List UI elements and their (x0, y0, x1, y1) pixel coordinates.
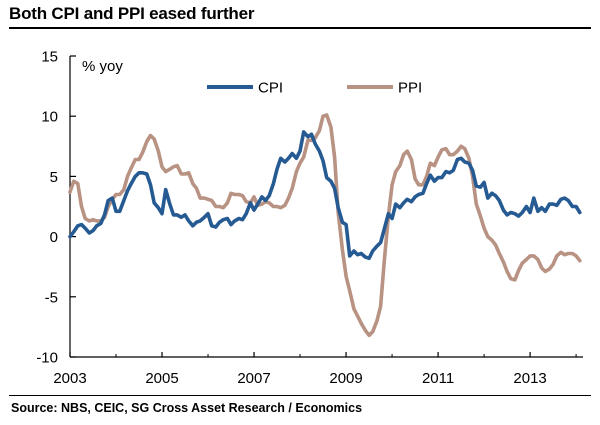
y-tick-label: 10 (41, 109, 58, 126)
x-tick-label: 2003 (53, 370, 86, 387)
x-tick-label: 2013 (513, 370, 546, 387)
ppi-series-line (68, 113, 582, 338)
chart-legend: CPI PPI (207, 80, 422, 97)
x-tick-label: 2011 (422, 370, 454, 387)
x-tick-label: 2007 (237, 370, 270, 387)
y-tick-label: 15 (41, 49, 58, 66)
chart-series (68, 113, 582, 338)
cpi-legend-label: CPI (258, 80, 283, 97)
cpi-series-line (68, 130, 582, 261)
chart-title: Both CPI and PPI eased further (9, 4, 255, 23)
y-tick-label: 5 (50, 169, 58, 186)
y-tick-label: -10 (36, 350, 58, 367)
chart-axes: -10 -5 0 5 10 15 % yoy 2003 2005 2007 2009 2011 2013 (36, 49, 583, 387)
x-tick-label: 2005 (145, 370, 178, 387)
source-note: Source: NBS, CEIC, SG Cross Asset Resear… (11, 401, 363, 415)
x-tick-label: 2009 (329, 370, 362, 387)
y-tick-label: -5 (45, 289, 58, 306)
y-tick-label: 0 (50, 229, 58, 246)
ppi-legend-label: PPI (398, 80, 422, 97)
title-divider (9, 27, 591, 29)
source-divider (9, 395, 591, 396)
y-unit-label: % yoy (82, 58, 123, 75)
